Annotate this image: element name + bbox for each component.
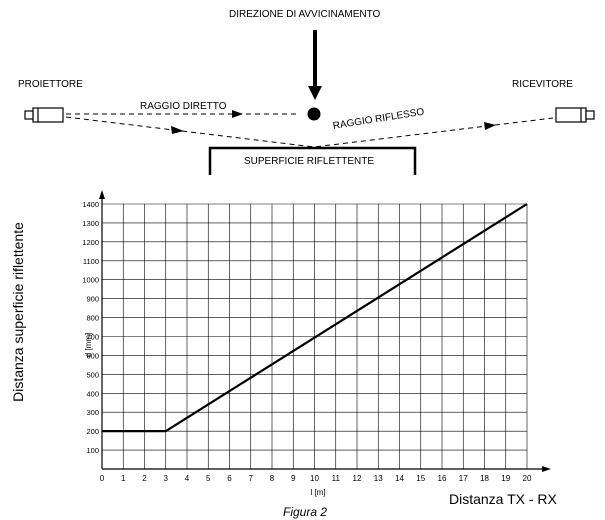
reflected-ray <box>65 116 554 148</box>
reflecting-surface <box>208 146 417 175</box>
y-tick-label: 700 <box>86 333 99 342</box>
y-tick-label: 400 <box>86 389 99 398</box>
x-tick-label: 13 <box>374 474 383 483</box>
approach-arrow <box>308 30 322 100</box>
x-tick-label: 9 <box>291 474 296 483</box>
x-tick-label: 8 <box>270 474 275 483</box>
x-tick-label: 19 <box>501 474 510 483</box>
target-object <box>307 107 321 121</box>
x-tick-label: 7 <box>249 474 254 483</box>
x-tick-label: 18 <box>480 474 489 483</box>
figure-caption: Figura 2 <box>283 505 327 519</box>
y-tick-label: 200 <box>86 427 99 436</box>
x-tick-label: 6 <box>227 474 232 483</box>
outer-y-axis-label: Distanza superficie riflettente <box>10 222 26 402</box>
x-tick-label: 16 <box>438 474 447 483</box>
y-axis-label: d [mm] <box>84 333 93 357</box>
y-tick-label: 100 <box>86 446 99 455</box>
x-tick-label: 15 <box>416 474 425 483</box>
projector-label: PROIETTORE <box>18 79 83 90</box>
x-tick-label: 2 <box>142 474 147 483</box>
projector-device <box>24 107 64 123</box>
series-line <box>102 203 528 433</box>
y-tick-label: 1000 <box>82 276 99 285</box>
x-axis-arrow <box>542 466 551 472</box>
x-tick-label: 10 <box>310 474 319 483</box>
y-axis-arrow <box>99 190 105 199</box>
y-tick-labels: 100 200 300 400 500 600 700 800 900 1000 1100 1200 1… <box>82 200 99 455</box>
direct-ray-label: RAGGIO DIRETTO <box>140 101 227 112</box>
x-tick-label: 5 <box>206 474 211 483</box>
x-axis-label: l [m] <box>310 488 325 497</box>
y-tick-label: 1200 <box>82 238 99 247</box>
x-tick-label: 17 <box>459 474 468 483</box>
y-tick-label: 500 <box>86 370 99 379</box>
direct-ray <box>66 110 300 118</box>
y-tick-label: 1300 <box>82 219 99 228</box>
x-tick-label: 0 <box>100 474 105 483</box>
chart-series <box>102 203 528 433</box>
receiver-device <box>555 107 595 123</box>
y-tick-label: 300 <box>86 408 99 417</box>
y-tick-label: 1100 <box>83 257 99 266</box>
approach-direction-label: DIREZIONE DI AVVICINAMENTO <box>229 9 381 20</box>
x-tick-label: 11 <box>332 474 341 483</box>
y-tick-label: 900 <box>86 295 99 304</box>
outer-x-axis-label: Distanza TX - RX <box>449 491 558 507</box>
x-tick-label: 1 <box>121 474 126 483</box>
chart-axes <box>99 190 551 472</box>
chart: 1002003004005006007008009001000110012001… <box>10 190 558 507</box>
x-tick-label: 12 <box>353 474 362 483</box>
x-tick-label: 4 <box>185 474 190 483</box>
reflecting-surface-label: SUPERFICIE RIFLETTENTE <box>244 156 375 167</box>
x-tick-label: 14 <box>395 474 404 483</box>
x-tick-label: 3 <box>164 474 169 483</box>
y-tick-label: 600 <box>86 351 99 360</box>
x-tick-labels: 0 1 2 3 4 5 6 7 8 9 10 11 12 13 14 15 16 17 18 19 20 <box>100 474 532 483</box>
y-tick-label: 1400 <box>82 200 99 209</box>
receiver-label: RICEVITORE <box>512 79 573 90</box>
x-tick-label: 20 <box>523 474 532 483</box>
y-tick-label: 800 <box>86 314 99 323</box>
